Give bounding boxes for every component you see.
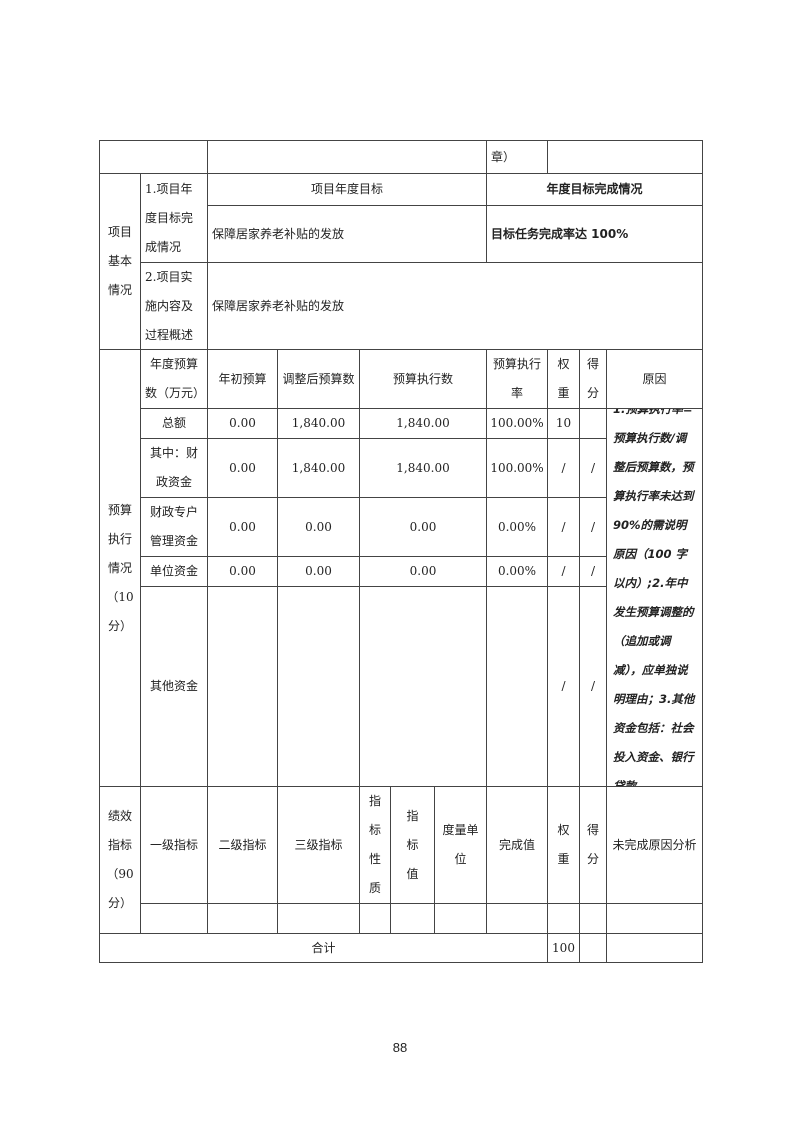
budget-cell-adjusted: 0.00 (277, 556, 360, 587)
total-reason (606, 933, 703, 963)
budget-cell-weight: / (547, 556, 580, 587)
stamp-label: 章） (486, 140, 548, 174)
budget-cell-rate: 0.00% (486, 497, 548, 557)
performance-empty-cell (606, 903, 703, 934)
goal-text: 保障居家养老补贴的发放 (207, 205, 487, 263)
budget-cell-score: / (579, 438, 607, 498)
budget-cell-weight: / (547, 497, 580, 557)
total-score (579, 933, 607, 963)
budget-cell-executed: 0.00 (359, 556, 487, 587)
budget-cell-executed: 0.00 (359, 497, 487, 557)
performance-empty-cell (207, 903, 278, 934)
performance-empty-cell (547, 903, 580, 934)
budget-cell-rate (486, 586, 548, 787)
budget-cell-weight: / (547, 438, 580, 498)
performance-empty-cell (140, 903, 208, 934)
budget-cell-name: 财政专户管理资金 (140, 497, 208, 557)
budget-cell-adjusted: 0.00 (277, 497, 360, 557)
performance-header: 未完成原因分析 (606, 786, 703, 904)
budget-cell-rate: 100.00% (486, 408, 548, 439)
basic-info-label: 项目基本情况 (99, 173, 141, 350)
budget-cell-score: / (579, 497, 607, 557)
performance-header: 权重 (547, 786, 580, 904)
completion-text: 目标任务完成率达 100% (486, 205, 703, 263)
budget-header: 年初预算 (207, 349, 278, 409)
performance-header: 完成值 (486, 786, 548, 904)
budget-cell-rate: 0.00% (486, 556, 548, 587)
reason-note: 1.预算执行率=预算执行数/调整后预算数，预算执行率未达到 90%的需说明原因（… (606, 408, 703, 787)
budget-header: 预算执行率 (486, 349, 548, 409)
performance-header: 度量单位 (434, 786, 487, 904)
budget-cell-score (579, 408, 607, 439)
budget-cell-adjusted: 1,840.00 (277, 408, 360, 439)
performance-header: 指标值 (390, 786, 435, 904)
budget-cell-weight: / (547, 586, 580, 787)
budget-header: 年度预算数（万元） (140, 349, 208, 409)
budget-header: 调整后预算数 (277, 349, 360, 409)
budget-header: 权重 (547, 349, 580, 409)
budget-cell-name: 其中：财政资金 (140, 438, 208, 498)
performance-empty-cell (579, 903, 607, 934)
budget-cell-weight: 10 (547, 408, 580, 439)
performance-empty-cell (434, 903, 487, 934)
blank-cell (99, 140, 208, 174)
completion-header: 年度目标完成情况 (486, 173, 703, 206)
budget-header: 原因 (606, 349, 703, 409)
goal-header: 项目年度目标 (207, 173, 487, 206)
performance-header: 二级指标 (207, 786, 278, 904)
performance-empty-cell (486, 903, 548, 934)
budget-cell-initial: 0.00 (207, 408, 278, 439)
goal-label: 1.项目年度目标完成情况 (140, 173, 208, 263)
budget-cell-initial (207, 586, 278, 787)
total-weight: 100 (547, 933, 580, 963)
performance-header: 得分 (579, 786, 607, 904)
page-number: 88 (392, 1040, 408, 1055)
budget-cell-executed: 1,840.00 (359, 438, 487, 498)
budget-cell-adjusted: 1,840.00 (277, 438, 360, 498)
performance-empty-cell (277, 903, 360, 934)
budget-cell-name: 单位资金 (140, 556, 208, 587)
budget-cell-initial: 0.00 (207, 438, 278, 498)
budget-cell-initial: 0.00 (207, 556, 278, 587)
content-text: 保障居家养老补贴的发放 (207, 262, 703, 350)
budget-cell-score: / (579, 556, 607, 587)
budget-cell-adjusted (277, 586, 360, 787)
performance-empty-cell (390, 903, 435, 934)
total-label: 合计 (99, 933, 548, 963)
content-label: 2.项目实施内容及过程概述 (140, 262, 208, 350)
budget-cell-name: 总额 (140, 408, 208, 439)
budget-header: 得分 (579, 349, 607, 409)
budget-cell-executed (359, 586, 487, 787)
blank-cell (547, 140, 703, 174)
budget-cell-initial: 0.00 (207, 497, 278, 557)
blank-cell (207, 140, 487, 174)
performance-header: 指标性质 (359, 786, 391, 904)
performance-label: 绩效指标（90分） (99, 786, 141, 934)
performance-header: 一级指标 (140, 786, 208, 904)
budget-label: 预算执行情况（10分） (99, 349, 141, 787)
budget-cell-name: 其他资金 (140, 586, 208, 787)
performance-header: 三级指标 (277, 786, 360, 904)
performance-empty-cell (359, 903, 391, 934)
budget-header: 预算执行数 (359, 349, 487, 409)
budget-cell-rate: 100.00% (486, 438, 548, 498)
budget-cell-score: / (579, 586, 607, 787)
budget-cell-executed: 1,840.00 (359, 408, 487, 439)
